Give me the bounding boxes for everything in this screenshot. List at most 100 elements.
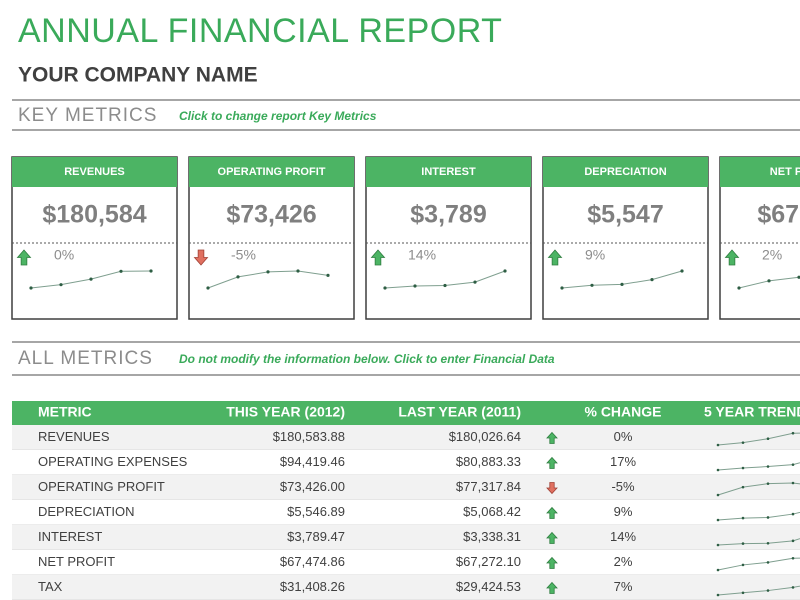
sparkline-point (716, 593, 720, 597)
table-row[interactable] (12, 450, 800, 475)
sparkline-point (716, 543, 720, 547)
section-heading: KEY METRICS (18, 105, 157, 126)
table-cell: OPERATING PROFIT (38, 479, 165, 494)
card-value: $3,789 (410, 201, 486, 229)
sparkline-point (766, 482, 770, 485)
table-cell: NET PROFIT (38, 554, 115, 569)
table-cell: 17% (610, 454, 636, 469)
arrow-up (370, 249, 386, 266)
sparkline-point (326, 273, 330, 277)
table-row[interactable] (12, 575, 800, 600)
sparkline-point (791, 512, 795, 516)
table-row[interactable] (12, 475, 800, 500)
card-title: DEPRECIATION (584, 166, 666, 178)
column-header: 5 YEAR TREND (704, 404, 800, 420)
table-cell: $29,424.53 (456, 579, 521, 594)
table-cell: REVENUES (38, 429, 110, 444)
card-title: INTEREST (421, 166, 476, 178)
sparkline-point (737, 286, 741, 290)
arrow-down (546, 482, 558, 495)
table-cell: $73,426.00 (280, 479, 345, 494)
sparkline-point (791, 481, 795, 485)
sparkline-point (383, 286, 387, 290)
card-change: 0% (54, 247, 74, 263)
arrow-up (546, 456, 558, 469)
sparkline-point (766, 437, 770, 441)
sparkline-point (741, 542, 745, 545)
table-cell: $180,583.88 (273, 429, 345, 444)
arrow-up (546, 556, 558, 569)
table-header (12, 401, 800, 425)
table-cell: INTEREST (38, 529, 102, 544)
table-cell: $67,272.10 (456, 554, 521, 569)
sparkline-point (89, 277, 93, 281)
card-header (543, 157, 708, 187)
table-cell: $5,546.89 (287, 504, 345, 519)
card-header (366, 157, 531, 187)
sparkline-point (741, 563, 745, 567)
table-cell: $180,026.64 (449, 429, 521, 444)
sparkline-point (560, 286, 564, 290)
table-cell: $5,068.42 (463, 504, 521, 519)
table-cell: 14% (610, 529, 636, 544)
sparkline-point (791, 463, 795, 466)
sparkline-point (716, 518, 720, 522)
sparkline-point (443, 283, 447, 288)
sparkline-point (413, 284, 417, 288)
arrow-up (546, 531, 558, 544)
sparkline-point (741, 441, 745, 444)
card-title: NET PROFIT (770, 166, 800, 178)
card-value: $5,547 (587, 201, 663, 229)
sparkline-point (236, 275, 240, 279)
table-row[interactable] (12, 525, 800, 550)
sparkline-point (296, 269, 300, 273)
sparkline-point (716, 493, 720, 497)
table-cell: $94,419.46 (280, 454, 345, 469)
sparkline-point (59, 283, 63, 287)
table-cell: 0% (614, 429, 633, 444)
sparkline-point (503, 269, 507, 273)
sparkline-point (680, 269, 684, 273)
sparkline-point (716, 468, 720, 472)
table-cell: 7% (614, 579, 633, 594)
table-cell: 9% (614, 504, 633, 519)
sparkline-point (149, 269, 153, 273)
card-header (12, 157, 177, 187)
card-change: -5% (231, 247, 256, 263)
card-value: $73,426 (226, 201, 316, 229)
table-row[interactable] (12, 425, 800, 450)
sparkline-point (791, 556, 795, 560)
sparkline-point (766, 561, 770, 564)
table-row[interactable] (12, 500, 800, 525)
arrow-up (546, 506, 558, 519)
column-header: LAST YEAR (2011) (398, 404, 521, 420)
sparkline-point (650, 277, 654, 282)
card-title: OPERATING PROFIT (218, 166, 326, 178)
sparkline-point (766, 589, 770, 592)
table-cell: -5% (611, 479, 635, 494)
card-header (720, 157, 800, 187)
sparkline-point (791, 539, 795, 543)
column-header: THIS YEAR (2012) (226, 404, 345, 420)
sparkline-point (766, 541, 770, 545)
sparkline-point (741, 591, 745, 595)
sparkline-point (797, 275, 800, 279)
table-row[interactable] (12, 550, 800, 575)
company-name: YOUR COMPANY NAME (18, 64, 258, 87)
sparkline-point (766, 465, 770, 468)
sparkline-point (741, 516, 745, 520)
sparkline-point (716, 568, 720, 572)
arrow-up (547, 249, 563, 266)
column-header: METRIC (38, 404, 92, 420)
sparkline-point (29, 286, 33, 290)
card-change: 9% (585, 247, 605, 263)
sparkline-point (590, 283, 594, 287)
arrow-up (546, 431, 558, 444)
table-cell: DEPRECIATION (38, 504, 135, 519)
section-note[interactable]: Click to change report Key Metrics (179, 109, 377, 123)
arrow-down (193, 249, 209, 266)
card-title: REVENUES (64, 166, 125, 178)
arrow-up (546, 581, 558, 594)
section-note[interactable]: Do not modify the information below. Cli… (179, 352, 555, 366)
